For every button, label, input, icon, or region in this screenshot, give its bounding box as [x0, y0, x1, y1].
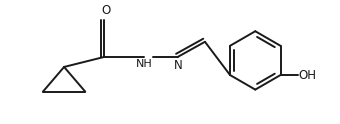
- Text: N: N: [173, 59, 182, 72]
- Text: OH: OH: [299, 68, 317, 81]
- Text: NH: NH: [136, 59, 153, 69]
- Text: O: O: [102, 4, 111, 17]
